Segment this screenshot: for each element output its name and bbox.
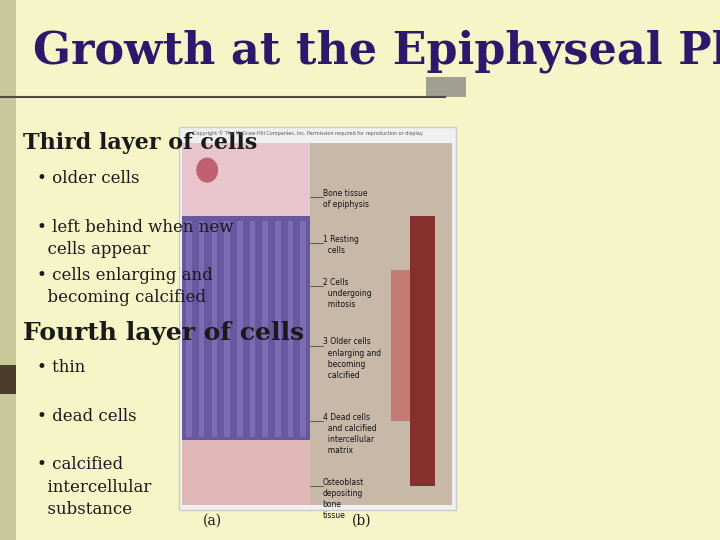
Text: • thin: • thin [37,359,86,376]
FancyBboxPatch shape [410,216,436,486]
FancyBboxPatch shape [179,127,456,510]
FancyBboxPatch shape [300,221,306,437]
Text: 3 Older cells
  enlarging and
  becoming
  calcified: 3 Older cells enlarging and becoming cal… [323,338,381,380]
FancyBboxPatch shape [199,221,204,437]
Text: • dead cells: • dead cells [37,408,137,424]
Text: Osteoblast
depositing
bone
tissue: Osteoblast depositing bone tissue [323,478,364,520]
FancyBboxPatch shape [181,440,310,505]
Text: 1 Resting
  cells: 1 Resting cells [323,235,359,255]
Text: 2 Cells
  undergoing
  mitosis: 2 Cells undergoing mitosis [323,278,372,309]
FancyBboxPatch shape [181,216,310,440]
FancyBboxPatch shape [262,221,268,437]
Circle shape [197,158,217,182]
FancyBboxPatch shape [391,270,410,421]
FancyBboxPatch shape [224,221,230,437]
FancyBboxPatch shape [212,221,217,437]
Text: 4 Dead cells
  and calcified
  intercellular
  matrix: 4 Dead cells and calcified intercellular… [323,413,377,455]
Text: • calcified
  intercellular
  substance: • calcified intercellular substance [37,456,152,518]
Text: • left behind when new
  cells appear: • left behind when new cells appear [37,219,234,258]
FancyBboxPatch shape [287,221,293,437]
Text: • cells enlarging and
  becoming calcified: • cells enlarging and becoming calcified [37,267,213,307]
Text: Growth at the Epiphyseal Plate: Growth at the Epiphyseal Plate [32,30,720,73]
Text: (a): (a) [202,514,222,528]
Text: (b): (b) [351,514,371,528]
FancyBboxPatch shape [310,143,451,505]
Text: • older cells: • older cells [37,170,140,187]
Text: Bone tissue
of epiphysis: Bone tissue of epiphysis [323,189,369,209]
FancyBboxPatch shape [0,0,17,540]
Text: Fourth layer of cells: Fourth layer of cells [23,321,305,345]
Text: Third layer of cells: Third layer of cells [23,132,258,154]
Text: Copyright © The McGraw-Hill Companies, Inc. Permission required for reproduction: Copyright © The McGraw-Hill Companies, I… [193,131,423,136]
FancyBboxPatch shape [426,77,466,97]
FancyBboxPatch shape [275,221,281,437]
FancyBboxPatch shape [186,221,192,437]
FancyBboxPatch shape [181,143,310,216]
FancyBboxPatch shape [237,221,243,437]
FancyBboxPatch shape [250,221,255,437]
FancyBboxPatch shape [0,364,17,394]
